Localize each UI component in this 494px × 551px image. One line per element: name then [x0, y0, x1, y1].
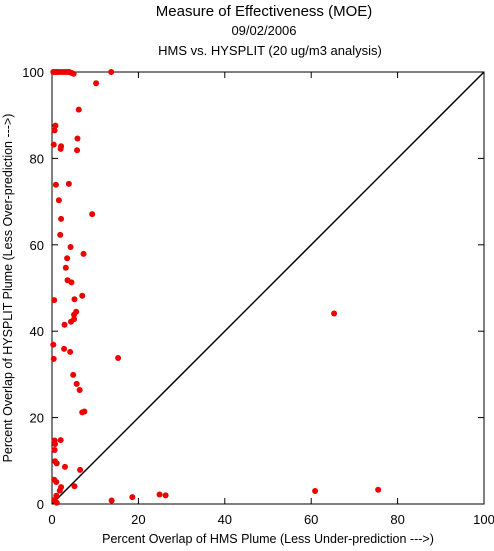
data-point: [71, 311, 78, 318]
data-point: [79, 292, 86, 299]
data-point: [68, 318, 75, 325]
data-point: [61, 463, 68, 470]
data-point: [62, 264, 69, 271]
y-axis-label: Percent Overlap of HYSPLIT Plume (Less O…: [1, 114, 15, 463]
data-point: [50, 341, 57, 348]
x-tick-label: 0: [48, 512, 55, 527]
data-point: [61, 321, 68, 328]
y-tick-label: 40: [30, 324, 44, 339]
data-point: [53, 499, 60, 506]
data-point: [79, 409, 86, 416]
x-tick-label: 40: [218, 512, 232, 527]
data-point: [331, 310, 338, 317]
data-point: [50, 141, 57, 148]
data-point: [67, 243, 74, 250]
chart-analysis-subtitle: HMS vs. HYSPLIT (20 ug/m3 analysis): [158, 43, 382, 58]
data-point: [57, 231, 64, 238]
plot-area: 0 20 40 60 80 100 0 20 40 60 80 100: [22, 65, 494, 527]
data-point: [65, 180, 72, 187]
data-point: [71, 483, 78, 490]
data-point: [57, 437, 64, 444]
data-point: [71, 296, 78, 303]
x-axis-label: Percent Overlap of HMS Plume (Less Under…: [102, 532, 434, 546]
data-point: [108, 69, 115, 75]
y-axis-ticks: 0 20 40 60 80 100: [22, 65, 484, 512]
data-point: [56, 487, 63, 494]
data-point: [51, 127, 58, 134]
data-point: [70, 70, 77, 77]
y-tick-label: 100: [22, 65, 44, 80]
y-tick-label: 60: [30, 238, 44, 253]
chart-date: 09/02/2006: [231, 23, 296, 38]
data-point: [50, 355, 57, 362]
data-point: [76, 386, 83, 393]
x-axis-ticks: 0 20 40 60 80 100: [48, 72, 494, 527]
data-point: [58, 215, 65, 222]
y-tick-label: 20: [30, 411, 44, 426]
chart-title: Measure of Effectiveness (MOE): [156, 3, 372, 20]
data-point: [89, 211, 96, 218]
x-tick-label: 60: [304, 512, 318, 527]
data-point: [51, 297, 58, 304]
data-point: [61, 345, 68, 352]
x-tick-label: 80: [390, 512, 404, 527]
x-tick-label: 100: [473, 512, 494, 527]
data-point: [70, 371, 77, 378]
data-point: [74, 135, 81, 142]
y-tick-label: 0: [37, 497, 44, 512]
data-points: [50, 69, 382, 506]
data-point: [53, 460, 60, 467]
data-point: [93, 80, 100, 87]
data-point: [74, 147, 81, 154]
data-point: [73, 380, 80, 387]
plot-frame: [51, 71, 485, 505]
data-point: [52, 122, 59, 129]
data-point: [75, 106, 82, 113]
data-point: [80, 250, 87, 257]
data-point: [156, 491, 163, 498]
data-point: [52, 181, 59, 188]
one-to-one-reference-line: [51, 71, 485, 505]
data-point: [51, 447, 58, 453]
data-point: [77, 466, 84, 473]
data-point: [57, 145, 64, 152]
data-point: [55, 197, 62, 204]
data-point: [108, 497, 115, 504]
x-tick-label: 20: [131, 512, 145, 527]
data-point: [52, 440, 59, 447]
data-point: [64, 255, 71, 262]
data-point: [312, 488, 319, 495]
data-point: [67, 348, 74, 355]
data-point: [53, 478, 60, 485]
data-point: [129, 494, 136, 501]
data-point: [162, 492, 169, 499]
data-point: [68, 279, 75, 286]
data-point: [375, 486, 382, 493]
y-tick-label: 80: [30, 151, 44, 166]
data-point: [115, 354, 122, 361]
